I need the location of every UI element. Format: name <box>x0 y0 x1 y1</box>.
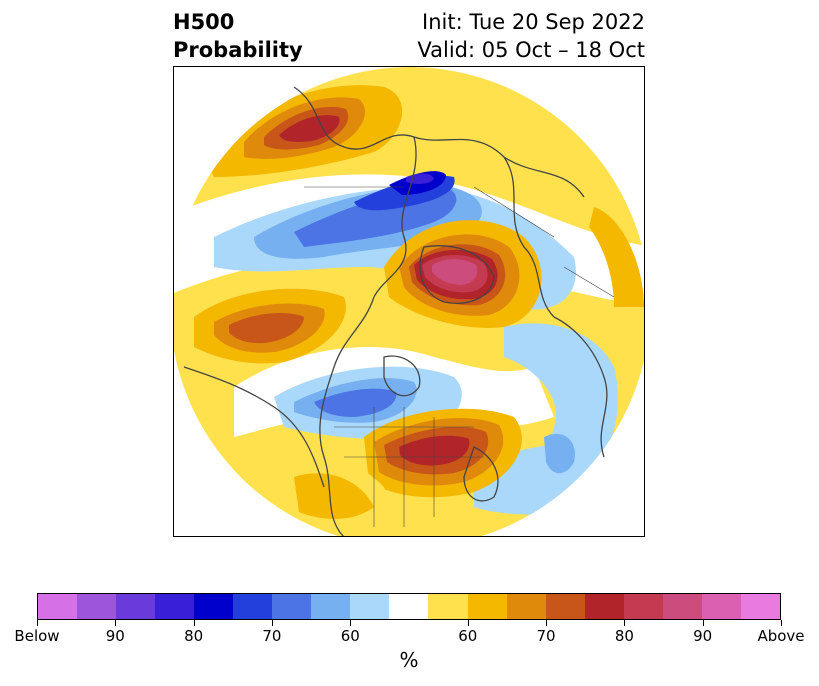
colorbar-tick-label: 80 <box>184 627 204 645</box>
colorbar-tick <box>546 620 547 626</box>
colorbar-segment <box>233 594 273 619</box>
colorbar-tick <box>703 620 704 626</box>
political-borders <box>304 186 615 527</box>
colorbar-segment <box>272 594 312 619</box>
title-init-date: Init: Tue 20 Sep 2022 <box>422 10 645 34</box>
colorbar-tick <box>781 620 782 626</box>
colorbar-tick <box>468 620 469 626</box>
colorbar-segment <box>701 594 741 619</box>
colorbar-tick <box>272 620 273 626</box>
polar-map <box>173 66 645 537</box>
colorbar-segment <box>623 594 663 619</box>
colorbar-tick-label: 70 <box>536 627 556 645</box>
chart-title-right: Init: Tue 20 Sep 2022 Valid: 05 Oct – 18… <box>417 8 645 64</box>
colorbar-tick-label: 60 <box>458 627 478 645</box>
colorbar-segment <box>389 594 429 619</box>
colorbar-segment <box>545 594 585 619</box>
colorbar-tick <box>37 620 38 626</box>
colorbar-unit-label: % <box>399 648 419 672</box>
colorbar-segment <box>194 594 234 619</box>
colorbar-segment <box>350 594 390 619</box>
colorbar-tick-label: Below <box>14 627 60 645</box>
colorbar-segment <box>428 594 468 619</box>
colorbar-segment <box>467 594 507 619</box>
title-valid-range: Valid: 05 Oct – 18 Oct <box>417 38 645 62</box>
colorbar <box>37 593 781 620</box>
map-canvas <box>174 67 644 536</box>
chart-title-left: H500 Probability <box>173 8 303 64</box>
colorbar-segment <box>155 594 195 619</box>
colorbar-segment <box>506 594 546 619</box>
colorbar-segment <box>38 594 78 619</box>
colorbar-tick <box>350 620 351 626</box>
colorbar-tick-label: 90 <box>105 627 125 645</box>
coastlines <box>183 86 608 536</box>
colorbar-tick-label: Above <box>757 627 805 645</box>
colorbar-tick-label: 80 <box>614 627 634 645</box>
colorbar-segment <box>662 594 702 619</box>
colorbar-tick-label: 70 <box>262 627 282 645</box>
colorbar-segment <box>584 594 624 619</box>
colorbar-tick <box>194 620 195 626</box>
title-variable: H500 <box>173 10 235 34</box>
colorbar-segment <box>311 594 351 619</box>
colorbar-tick-label: 60 <box>340 627 360 645</box>
colorbar-segment <box>740 594 780 619</box>
colorbar-segment <box>116 594 156 619</box>
colorbar-tick <box>624 620 625 626</box>
probability-field <box>174 67 644 536</box>
title-product: Probability <box>173 38 303 62</box>
colorbar-tick-label: 90 <box>693 627 713 645</box>
colorbar-tick <box>115 620 116 626</box>
colorbar-segment <box>77 594 117 619</box>
